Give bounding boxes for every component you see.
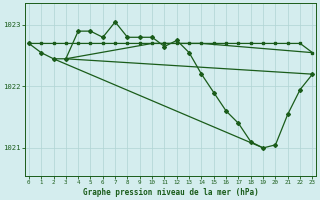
X-axis label: Graphe pression niveau de la mer (hPa): Graphe pression niveau de la mer (hPa)	[83, 188, 259, 197]
